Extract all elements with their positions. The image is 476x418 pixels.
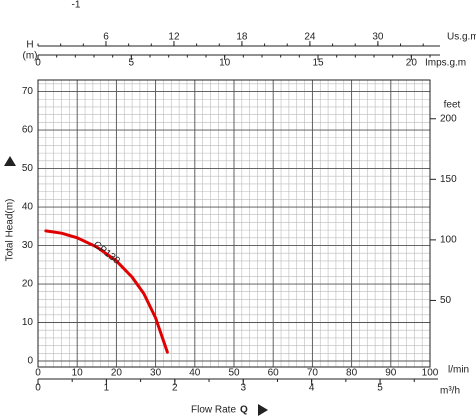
top-tick-label: 6 xyxy=(103,32,109,43)
y-tick-label: 40 xyxy=(22,202,34,213)
y-tick-label: 0 xyxy=(27,356,33,367)
head-label: H xyxy=(26,40,33,51)
y2-tick-label: 100 xyxy=(440,235,457,246)
head-unit: (m) xyxy=(23,51,38,62)
y-tick-label: 50 xyxy=(22,163,34,174)
y-tick-label: 70 xyxy=(22,86,34,97)
x-tick-label: 70 xyxy=(307,368,319,379)
y-tick-label: 60 xyxy=(22,125,34,136)
top-tick-label: 20 xyxy=(406,58,418,69)
top-tick-label: 12 xyxy=(168,32,180,43)
x-arrow xyxy=(258,404,268,416)
x-tick-label: 0 xyxy=(35,368,41,379)
x-tick-label: 100 xyxy=(422,368,439,379)
bottom-axis-label: m³/h xyxy=(440,386,460,397)
x-tick-label: 40 xyxy=(189,368,201,379)
curve xyxy=(44,229,169,354)
x-tick-label: 50 xyxy=(228,368,240,379)
bottom-tick-label: 1 xyxy=(104,383,110,394)
x-tick-label: 10 xyxy=(72,368,84,379)
y2-tick-label: 50 xyxy=(440,295,452,306)
y-title: Total Head(m) xyxy=(5,199,16,262)
top-tick-label: 24 xyxy=(304,32,316,43)
y-tick-label: 20 xyxy=(22,279,34,290)
y-arrow xyxy=(4,156,16,166)
x-tick-label: 80 xyxy=(346,368,358,379)
top-tick-label: 10 xyxy=(219,58,231,69)
top-axis-label: Imps.g.m xyxy=(425,58,466,69)
x-title: Flow Rate xyxy=(191,405,236,416)
top-tick-label: 30 xyxy=(372,32,384,43)
x-axis-label: l/min xyxy=(448,365,469,376)
bottom-tick-label: 0 xyxy=(35,383,41,394)
top-tick-label: 5 xyxy=(129,58,135,69)
top-tick-label: 0 xyxy=(35,58,41,69)
x-tick-label: 30 xyxy=(150,368,162,379)
x-tick-label: 90 xyxy=(385,368,397,379)
y-tick-label: 30 xyxy=(22,240,34,251)
corner-note: -1 xyxy=(72,0,81,11)
bottom-tick-label: 5 xyxy=(377,383,383,394)
y-tick-label: 10 xyxy=(22,317,34,328)
x-tick-label: 20 xyxy=(111,368,123,379)
bottom-tick-label: 2 xyxy=(172,383,178,394)
bottom-tick-label: 3 xyxy=(240,383,246,394)
top-axis-label: Us.g.m xyxy=(447,32,476,43)
plot-frame xyxy=(37,79,431,368)
y2-tick-label: 200 xyxy=(440,113,457,124)
x-symbol: Q xyxy=(240,405,248,416)
bottom-tick-label: 4 xyxy=(309,383,315,394)
top-tick-label: 15 xyxy=(312,58,324,69)
x-tick-label: 60 xyxy=(268,368,280,379)
y2-axis-label: feet xyxy=(444,100,461,111)
top-tick-label: 18 xyxy=(236,32,248,43)
y2-tick-label: 150 xyxy=(440,174,457,185)
